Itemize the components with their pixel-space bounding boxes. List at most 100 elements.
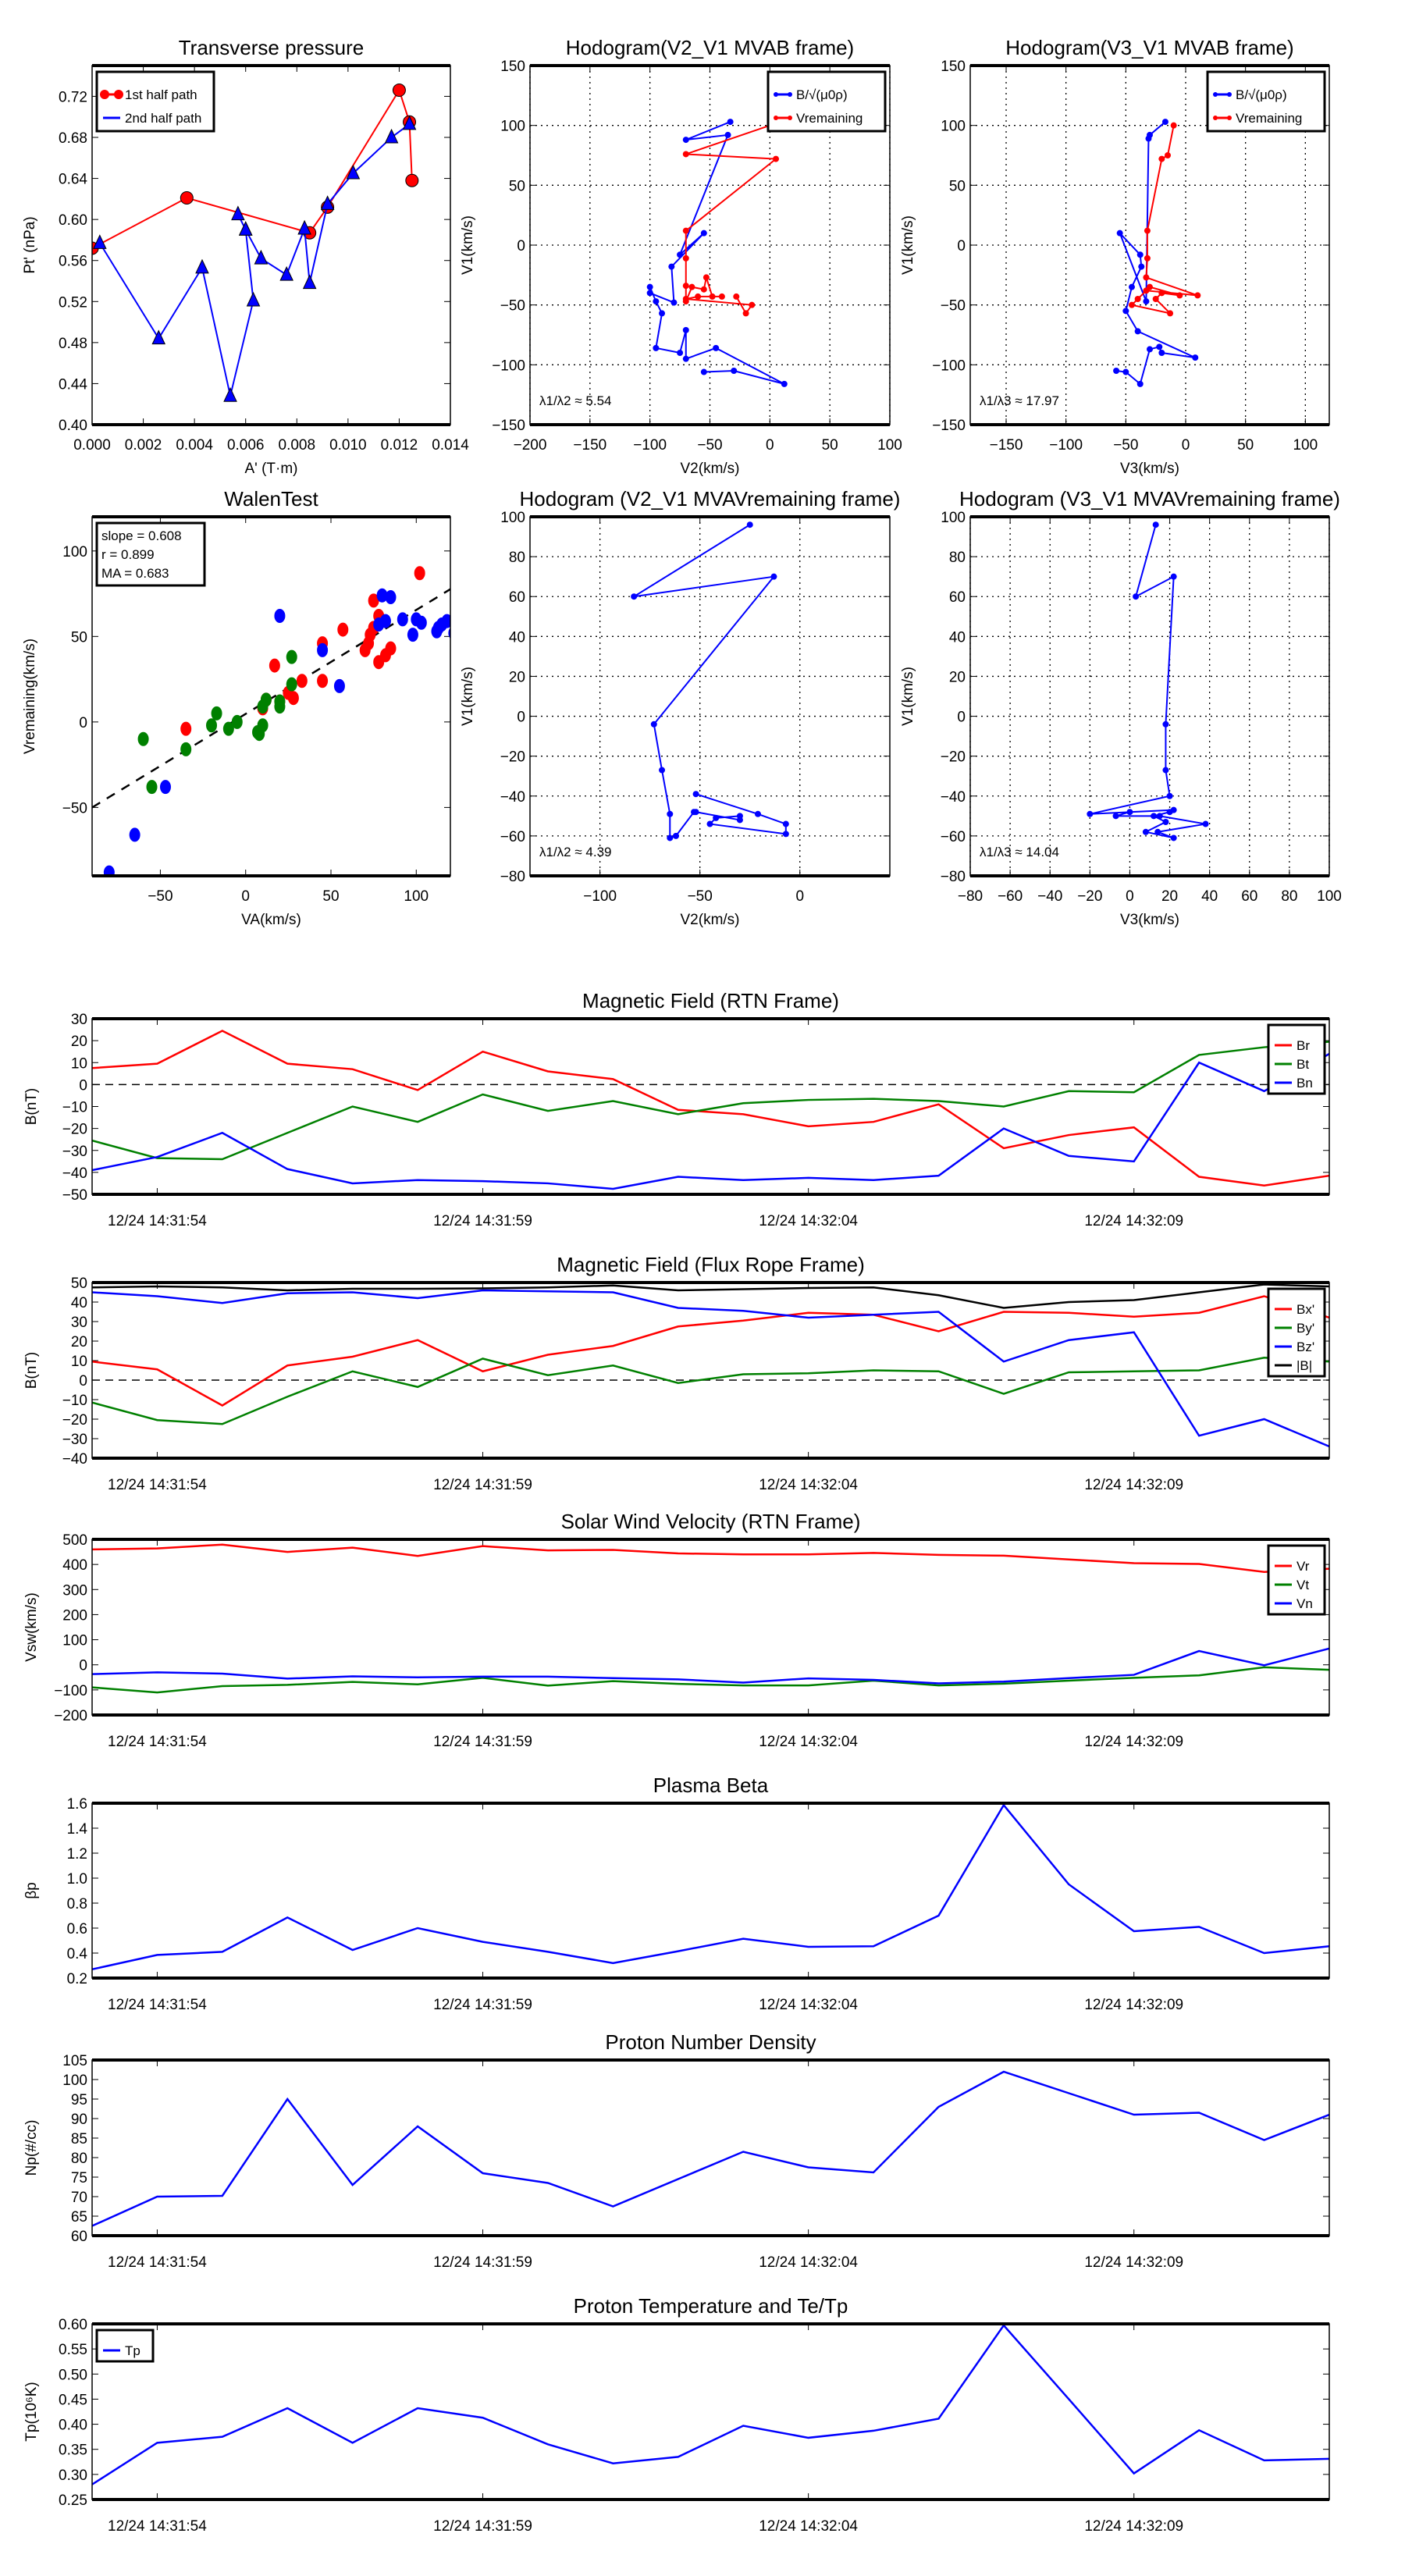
data-point (700, 368, 707, 375)
x-tick-label: 12/24 14:31:59 (433, 1997, 532, 2013)
plot-area (646, 119, 788, 387)
scatter-point-green (206, 718, 217, 733)
legend-label: Vt (1297, 1578, 1309, 1592)
x-tick-label: 12/24 14:32:04 (759, 1477, 858, 1493)
data-point (392, 84, 406, 98)
y-tick-label: −30 (62, 1432, 87, 1448)
data-point (1122, 368, 1129, 375)
plot-area (92, 1803, 1329, 1971)
y-tick-label: 100 (62, 1633, 87, 1649)
axes-frame (91, 1018, 1330, 1195)
x-tick-label: −50 (1113, 437, 1138, 454)
chart-panel-1: Hodogram(V2_V1 MVAB frame) −200 −150 −100 −5… (460, 36, 902, 477)
data-point (231, 205, 245, 221)
x-tick-label: −200 (514, 437, 547, 454)
data-point (682, 151, 689, 158)
y-tick-label: 105 (62, 2053, 87, 2069)
y-tick-label: 0 (79, 1077, 87, 1094)
data-point (1136, 380, 1144, 387)
data-point (1162, 767, 1169, 774)
x-tick-label: 0.010 (329, 437, 367, 454)
y-tick-label: −20 (941, 749, 966, 766)
y-tick-label: 65 (71, 2209, 87, 2226)
y-axis-label: Vremaining(km/s) (22, 639, 38, 754)
scatter-point-blue (103, 865, 115, 876)
y-tick-label: 20 (71, 1334, 87, 1350)
scatter-point-blue (385, 589, 397, 604)
y-tick-label: 90 (71, 2112, 87, 2128)
legend-marker (1227, 92, 1232, 97)
data-point (1113, 368, 1120, 374)
scatter-point-blue (407, 628, 418, 642)
legend: Bx' By' Bz' |B| (1267, 1287, 1326, 1378)
series-line-V (1090, 524, 1206, 839)
legend-marker (774, 116, 778, 120)
legend-box (767, 70, 887, 133)
plot-area (92, 2070, 1329, 2227)
chart-title: Transverse pressure (179, 36, 364, 59)
legend-label: Bz' (1297, 1340, 1314, 1354)
data-point (677, 350, 684, 356)
x-tick-label: −150 (573, 437, 606, 454)
x-tick-label: −50 (697, 437, 722, 454)
scatter-point-green (286, 649, 297, 664)
y-tick-label: −60 (941, 829, 966, 845)
scatter-point-green (231, 714, 243, 729)
y-tick-label: 300 (62, 1582, 87, 1599)
data-point (1158, 290, 1165, 297)
plot-area (92, 566, 450, 876)
y-tick-label: −40 (62, 1165, 87, 1182)
data-point (770, 573, 777, 580)
scatter-point-green (286, 677, 297, 692)
legend-label: Br (1297, 1038, 1310, 1053)
x-tick-label: 0 (1182, 437, 1190, 454)
y-tick-label: 100 (62, 2073, 87, 2089)
data-point (1087, 810, 1094, 817)
x-tick-label: 12/24 14:32:09 (1084, 1477, 1183, 1493)
scatter-point-green (137, 731, 149, 746)
data-point (1161, 119, 1168, 126)
y-tick-label: −80 (941, 869, 966, 885)
scatter-point-green (274, 694, 286, 709)
scatter-point-green (260, 692, 272, 707)
y-tick-label: 20 (949, 669, 966, 685)
data-point (706, 820, 713, 827)
chart-title: Magnetic Field (RTN Frame) (582, 989, 839, 1012)
data-point (677, 251, 684, 258)
y-tick-label: 0.48 (59, 336, 87, 352)
y-tick-label: 0.44 (59, 376, 87, 393)
x-axis-label: V3(km/s) (1120, 912, 1179, 928)
x-tick-label: −50 (688, 888, 713, 905)
chart-title: Hodogram(V2_V1 MVAB frame) (566, 36, 854, 59)
x-tick-label: 0.004 (176, 437, 213, 454)
legend-label: Vr (1297, 1559, 1310, 1574)
data-point (402, 115, 417, 130)
plot-area (631, 521, 789, 841)
y-axis-label: Vsw(km/s) (23, 1592, 40, 1662)
y-tick-label: 50 (71, 1276, 87, 1292)
y-tick-label: 10 (71, 1055, 87, 1072)
plot-area (92, 2324, 1329, 2485)
x-tick-label: 100 (1317, 888, 1342, 905)
y-tick-label: −100 (54, 1683, 87, 1699)
x-axis-label: V2(km/s) (681, 912, 740, 928)
y-tick-label: −40 (941, 789, 966, 806)
x-tick-label: 12/24 14:32:04 (759, 1734, 858, 1750)
x-tick-label: 0 (1126, 888, 1134, 905)
data-point (1147, 283, 1153, 290)
data-point (650, 720, 657, 728)
data-point (1167, 310, 1174, 317)
scatter-point-blue (274, 609, 286, 624)
data-point (749, 301, 756, 308)
data-point (659, 310, 666, 317)
y-tick-label: 150 (941, 59, 966, 75)
data-point (1129, 283, 1135, 290)
data-point (692, 791, 699, 798)
y-tick-label: −20 (62, 1122, 87, 1138)
legend: 1st half path 2nd half path (95, 70, 215, 133)
y-tick-label: 1.2 (67, 1846, 87, 1863)
data-point (682, 254, 689, 262)
x-tick-label: 12/24 14:32:04 (759, 2518, 858, 2535)
data-point (702, 274, 710, 281)
y-axis-label: Pt' (nPa) (22, 216, 38, 273)
